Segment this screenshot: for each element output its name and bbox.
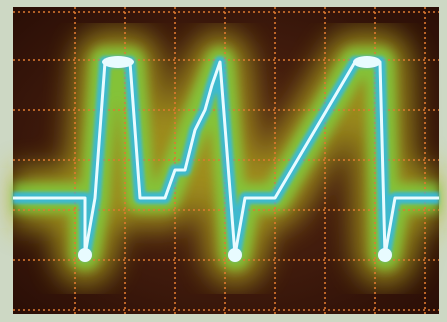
trough-spot xyxy=(78,248,92,262)
trough-spot xyxy=(228,248,242,262)
peak-spot xyxy=(102,56,134,68)
trough-spot xyxy=(378,248,392,262)
peak-spot xyxy=(353,56,381,68)
trace xyxy=(13,56,439,262)
